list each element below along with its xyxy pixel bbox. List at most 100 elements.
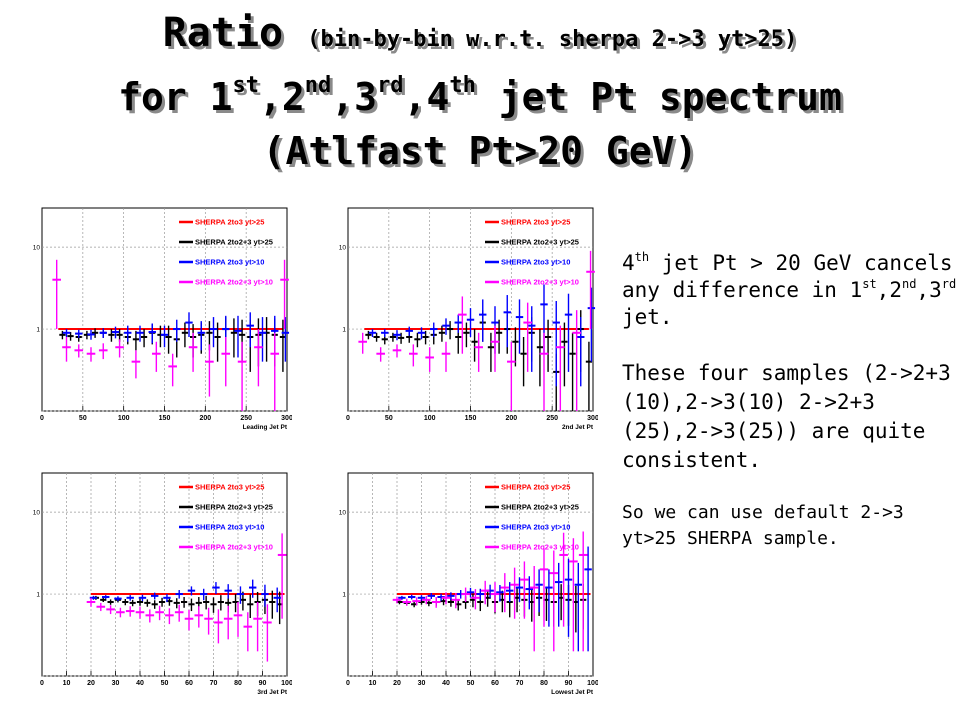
title-sup-st: st <box>232 73 260 98</box>
x-tick-label: 50 <box>161 680 169 687</box>
legend-label: SHERPA 2to2+3 yt>10 <box>501 278 579 287</box>
y-tick-label: 10 <box>33 245 41 252</box>
x-tick-label: 100 <box>587 680 598 687</box>
title-n3: 3 <box>354 75 378 119</box>
x-tick-label: 150 <box>465 415 477 422</box>
x-tick-label: 20 <box>87 680 95 687</box>
y-tick-label: 1 <box>342 592 346 599</box>
side-notes: 4th jet Pt > 20 GeV cancels any differen… <box>622 250 958 552</box>
note-1e: jet. <box>622 305 673 329</box>
x-tick-label: 150 <box>159 415 171 422</box>
plot-panel-lowest-jet: 0 10 20 30 40 50 60 70 80 90 100 1 10 Lowest Jet Pt SH… <box>338 468 598 698</box>
x-tick-label: 100 <box>118 415 130 422</box>
note-1-st: st <box>862 277 877 291</box>
y-tick-label: 1 <box>36 592 40 599</box>
x-tick-label: 60 <box>491 680 499 687</box>
x-tick-label: 100 <box>424 415 436 422</box>
x-tick-label: 10 <box>369 680 377 687</box>
x-tick-label: 200 <box>505 415 517 422</box>
x-tick-label: 300 <box>281 415 292 422</box>
plot-panel-2nd-jet: 0 50 100 150 200 250 300 1 10 2nd Jet Pt SHERPA 2t… <box>338 203 598 433</box>
title-line-2: for 1st,2nd,3rd,4th jet Pt spectrum <box>0 69 960 125</box>
plot-panel-3rd-jet: 0 10 20 30 40 50 60 70 80 90 100 1 10 3rd Jet Pt SHERP… <box>32 468 292 698</box>
legend-label: SHERPA 2to3 yt>10 <box>501 523 570 532</box>
note-1d: ,3 <box>916 278 942 302</box>
title-sup-rd: rd <box>377 73 404 98</box>
note-default-sample: So we can use default 2->3 yt>25 SHERPA … <box>622 502 904 549</box>
title-ratio: Ratio <box>162 10 284 56</box>
title-comma-1: , <box>259 75 282 119</box>
legend-label: SHERPA 2to2+3 yt>10 <box>501 543 579 552</box>
title-line-3: (Atlfast Pt>20 GeV) <box>262 129 698 173</box>
legend-label: SHERPA 2to3 yt>10 <box>195 523 264 532</box>
note-1c: ,2 <box>876 278 902 302</box>
legend-label: SHERPA 2to2+3 yt>10 <box>195 278 273 287</box>
x-tick-label: 30 <box>112 680 120 687</box>
y-tick-label: 1 <box>342 327 346 334</box>
x-tick-label: 50 <box>385 415 393 422</box>
x-tick-label: 0 <box>40 680 44 687</box>
title-comma-3: , <box>403 75 427 119</box>
legend-label: SHERPA 2to2+3 yt>25 <box>195 503 273 512</box>
x-tick-label: 80 <box>234 680 242 687</box>
x-tick-label: 90 <box>259 680 267 687</box>
legend-label: SHERPA 2to3 yt>25 <box>501 218 570 227</box>
title-rest: jet Pt spectrum <box>475 75 842 119</box>
note-1-th: th <box>634 250 650 264</box>
x-tick-label: 20 <box>393 680 401 687</box>
note-1-nd: nd <box>901 277 917 291</box>
legend-label: SHERPA 2to2+3 yt>25 <box>501 238 579 247</box>
note-consistent: These four samples (2->2+3 (10),2->3(10)… <box>622 361 951 472</box>
x-tick-label: 100 <box>281 680 292 687</box>
x-tick-label: 60 <box>185 680 193 687</box>
x-axis-label: 2nd Jet Pt <box>562 424 594 431</box>
x-tick-label: 70 <box>516 680 524 687</box>
title-comma-2: , <box>331 75 355 119</box>
title-line-1: Ratio (bin-by-bin w.r.t. sherpa 2->3 yt>… <box>0 4 960 69</box>
note-1-rd: rd <box>941 277 957 291</box>
legend-label: SHERPA 2to3 yt>25 <box>195 483 264 492</box>
x-tick-label: 0 <box>40 415 44 422</box>
x-tick-label: 0 <box>346 415 350 422</box>
note-1b: jet Pt > 20 GeV cancels any difference i… <box>622 251 953 302</box>
x-tick-label: 80 <box>540 680 548 687</box>
y-tick-label: 10 <box>339 510 347 517</box>
y-tick-label: 10 <box>339 245 347 252</box>
plot-panel-leading-jet: 0 50 100 150 200 250 300 1 10 Leading Jet Pt SHERP… <box>32 203 292 433</box>
y-tick-label: 1 <box>36 327 40 334</box>
x-tick-label: 200 <box>199 415 211 422</box>
x-tick-label: 70 <box>210 680 218 687</box>
x-tick-label: 40 <box>136 680 144 687</box>
title-for-1: for 1 <box>118 75 233 119</box>
legend-label: SHERPA 2to3 yt>25 <box>195 218 264 227</box>
x-tick-label: 0 <box>346 680 350 687</box>
legend-label: SHERPA 2to2+3 yt>25 <box>195 238 273 247</box>
x-tick-label: 10 <box>63 680 71 687</box>
title-subtitle: (bin-by-bin w.r.t. sherpa 2->3 yt>25) <box>307 27 798 52</box>
note-1a: 4 <box>622 251 635 275</box>
x-tick-label: 90 <box>565 680 573 687</box>
x-tick-label: 250 <box>240 415 252 422</box>
legend-label: SHERPA 2to2+3 yt>10 <box>195 543 273 552</box>
title-n2: 2 <box>281 75 305 119</box>
plot-leading-jet-pt: 0 50 100 150 200 250 300 1 10 Leading Jet Pt SHERP… <box>32 203 292 433</box>
legend-label: SHERPA 2to2+3 yt>25 <box>501 503 579 512</box>
title-sup-th: th <box>449 73 476 98</box>
x-axis-label: 3rd Jet Pt <box>257 689 287 696</box>
x-tick-label: 40 <box>442 680 450 687</box>
legend-label: SHERPA 2to3 yt>10 <box>195 258 264 267</box>
title-sup-nd: nd <box>304 73 332 98</box>
x-tick-label: 50 <box>79 415 87 422</box>
x-axis-label: Lowest Jet Pt <box>551 689 594 696</box>
legend-label: SHERPA 2to3 yt>10 <box>501 258 570 267</box>
x-axis-label: Leading Jet Pt <box>243 424 288 431</box>
title-n4: 4 <box>426 75 450 119</box>
note-4th-jet: 4th jet Pt > 20 GeV cancels any differen… <box>622 250 958 331</box>
x-tick-label: 30 <box>418 680 426 687</box>
y-tick-label: 10 <box>33 510 41 517</box>
x-tick-label: 250 <box>546 415 558 422</box>
legend-label: SHERPA 2to3 yt>25 <box>501 483 570 492</box>
plot-2nd-jet-pt: 0 50 100 150 200 250 300 1 10 2nd Jet Pt SHERPA 2t… <box>338 203 598 433</box>
slide-title: Ratio (bin-by-bin w.r.t. sherpa 2->3 yt>… <box>0 4 960 177</box>
